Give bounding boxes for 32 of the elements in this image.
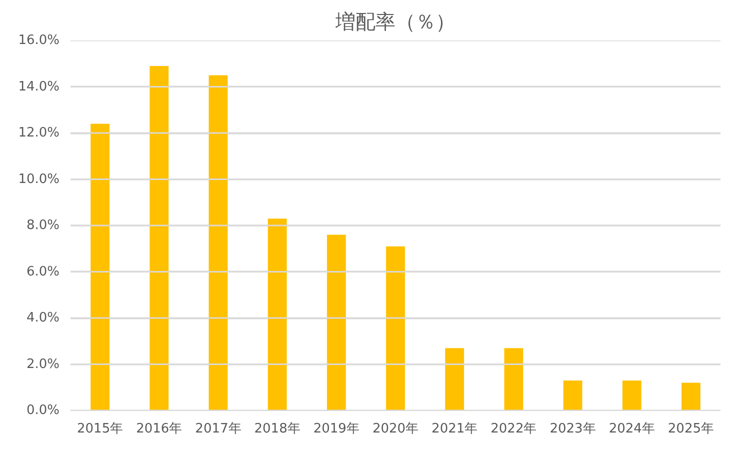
bar	[386, 246, 405, 410]
y-tick-label: 14.0%	[18, 79, 60, 94]
x-tick-label: 2017年	[195, 422, 242, 436]
bar	[622, 380, 642, 410]
bar	[90, 124, 110, 410]
bar	[326, 234, 346, 410]
bar	[504, 348, 524, 410]
x-tick-label: 2023年	[550, 422, 596, 436]
y-tick-label: 0.0%	[26, 403, 60, 418]
x-tick-label: 2021年	[432, 422, 478, 436]
x-tick-label: 2016年	[136, 422, 182, 436]
bar	[682, 382, 700, 410]
x-tick-label: 2025年	[668, 422, 714, 436]
x-tick-label: 2022年	[490, 422, 537, 436]
x-tick-label: 2019年	[313, 422, 360, 436]
chart-title: 増配率（％）	[334, 10, 456, 34]
bar	[150, 66, 169, 410]
bar	[563, 380, 582, 410]
x-tick-label: 2018年	[254, 422, 300, 436]
y-tick-label: 8.0%	[26, 218, 60, 233]
y-tick-label: 4.0%	[26, 310, 60, 326]
bar	[268, 218, 287, 410]
bar	[445, 348, 464, 410]
y-tick-label: 6.0%	[26, 264, 60, 280]
bar	[208, 75, 228, 410]
y-tick-label: 10.0%	[18, 172, 60, 187]
x-tick-label: 2024年	[608, 422, 655, 436]
y-tick-label: 12.0%	[18, 126, 60, 140]
x-tick-label: 2015年	[77, 422, 124, 436]
x-tick-label: 2020年	[372, 422, 419, 436]
y-tick-label: 16.0%	[18, 33, 60, 48]
y-tick-label: 2.0%	[26, 356, 60, 372]
